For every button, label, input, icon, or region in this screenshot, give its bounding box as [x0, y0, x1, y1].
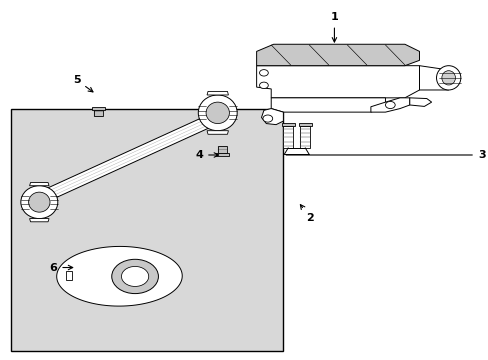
- Ellipse shape: [385, 102, 394, 109]
- Bar: [11, 109, 283, 351]
- Polygon shape: [261, 109, 283, 125]
- Text: 6: 6: [49, 262, 73, 273]
- Ellipse shape: [441, 71, 454, 85]
- Polygon shape: [30, 219, 49, 222]
- Ellipse shape: [21, 186, 58, 219]
- Polygon shape: [217, 147, 227, 153]
- Polygon shape: [370, 98, 409, 112]
- Polygon shape: [300, 126, 309, 148]
- Ellipse shape: [29, 192, 50, 212]
- Polygon shape: [256, 66, 419, 98]
- Polygon shape: [206, 91, 228, 95]
- Polygon shape: [419, 66, 448, 90]
- Polygon shape: [30, 183, 49, 186]
- Text: 1: 1: [330, 13, 338, 42]
- Polygon shape: [57, 246, 182, 306]
- Polygon shape: [65, 271, 72, 280]
- Polygon shape: [206, 131, 228, 134]
- Text: 3: 3: [285, 150, 485, 160]
- Ellipse shape: [259, 82, 268, 89]
- Ellipse shape: [436, 66, 460, 90]
- Polygon shape: [271, 98, 385, 112]
- Polygon shape: [216, 153, 228, 156]
- Ellipse shape: [121, 266, 148, 287]
- Polygon shape: [409, 98, 431, 107]
- Text: 2: 2: [300, 204, 313, 222]
- Polygon shape: [298, 123, 311, 126]
- Ellipse shape: [205, 102, 229, 123]
- Polygon shape: [29, 109, 229, 206]
- Polygon shape: [92, 107, 105, 110]
- Ellipse shape: [259, 69, 268, 76]
- Ellipse shape: [112, 259, 158, 294]
- Polygon shape: [283, 126, 292, 148]
- Text: 5: 5: [73, 75, 93, 92]
- Polygon shape: [282, 123, 294, 126]
- Ellipse shape: [198, 95, 237, 131]
- Polygon shape: [256, 44, 419, 66]
- Text: 4: 4: [195, 150, 218, 160]
- Polygon shape: [94, 110, 103, 116]
- Ellipse shape: [263, 115, 272, 122]
